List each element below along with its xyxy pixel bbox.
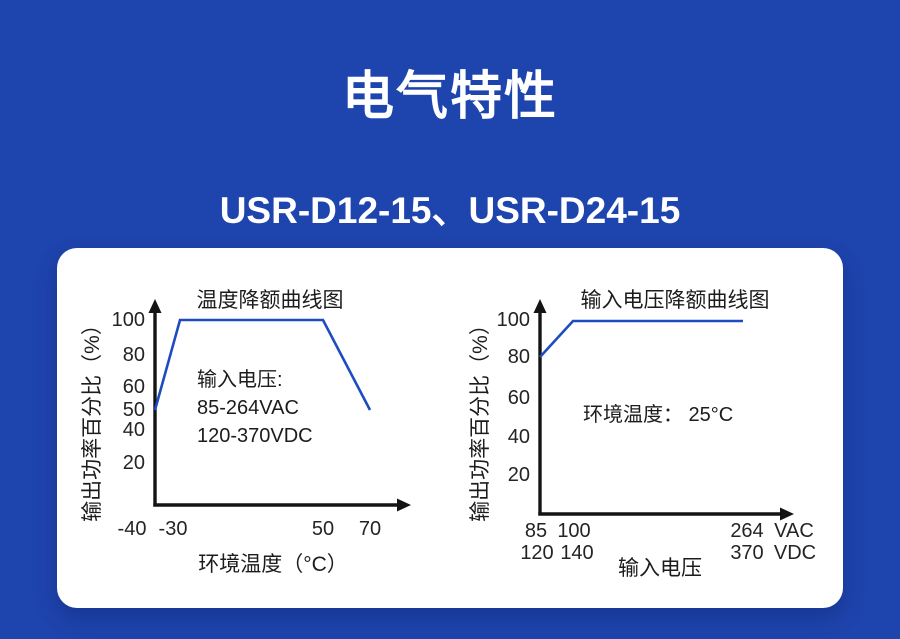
- x-tick-label: VDC: [773, 542, 817, 564]
- x-tick-label: 85: [524, 520, 548, 542]
- plot-canvas: [533, 299, 794, 521]
- input-voltage-annotation: 输入电压: 85-264VAC 120-370VDC: [197, 366, 313, 450]
- input-voltage-derating-chart: 输入电压降额曲线图 输出功率百分比（%） 环境温度： 25°C 输入电压 100…: [450, 275, 836, 585]
- x-tick-label: 70: [358, 518, 382, 540]
- annotation-line: 85-264VAC: [197, 397, 299, 419]
- x-tick-label: 140: [560, 542, 594, 564]
- y-tick-label: 60: [122, 376, 145, 398]
- x-tick-label: 264: [730, 520, 764, 542]
- x-axis-label: 环境温度（°C）: [198, 553, 348, 576]
- chart-title: 输入电压降额曲线图: [580, 289, 770, 312]
- y-tick-label: 100: [496, 309, 530, 331]
- plot-canvas: [148, 299, 411, 512]
- y-tick-label: 40: [507, 426, 530, 448]
- y-tick-label: 100: [111, 309, 145, 331]
- charts-card: 温度降额曲线图 输出功率百分比（%） 输入电压: 85-264VAC 120-3…: [57, 248, 843, 608]
- chart-title: 温度降额曲线图: [196, 289, 344, 312]
- y-tick-label: 60: [507, 387, 530, 409]
- x-tick-label: 100: [557, 520, 591, 542]
- x-tick-label: -30: [158, 518, 188, 540]
- y-tick-label: 20: [122, 452, 145, 474]
- x-tick-label: -40: [117, 518, 147, 540]
- x-axis-label: 输入电压: [618, 557, 702, 580]
- y-tick-label: 40: [122, 419, 145, 441]
- y-tick-label: 50: [122, 399, 145, 421]
- x-tick-label: VAC: [774, 520, 814, 542]
- y-tick-label: 80: [122, 344, 145, 366]
- ambient-temperature-annotation: 环境温度： 25°C: [583, 403, 733, 427]
- x-tick-label: 50: [311, 518, 335, 540]
- y-tick-label: 20: [507, 464, 530, 486]
- annotation-line: 120-370VDC: [197, 425, 313, 447]
- model-subtitle: USR-D12-15、USR-D24-15: [219, 190, 681, 231]
- y-tick-label: 80: [507, 346, 530, 368]
- annotation-line: 输入电压:: [197, 369, 283, 391]
- x-tick-label: 120: [520, 542, 554, 564]
- annotation-line: 环境温度： 25°C: [583, 404, 734, 426]
- temperature-derating-chart: 温度降额曲线图 输出功率百分比（%） 输入电压: 85-264VAC 120-3…: [65, 275, 445, 585]
- x-tick-label: 370: [730, 542, 764, 564]
- page-title: 电气特性: [341, 68, 558, 126]
